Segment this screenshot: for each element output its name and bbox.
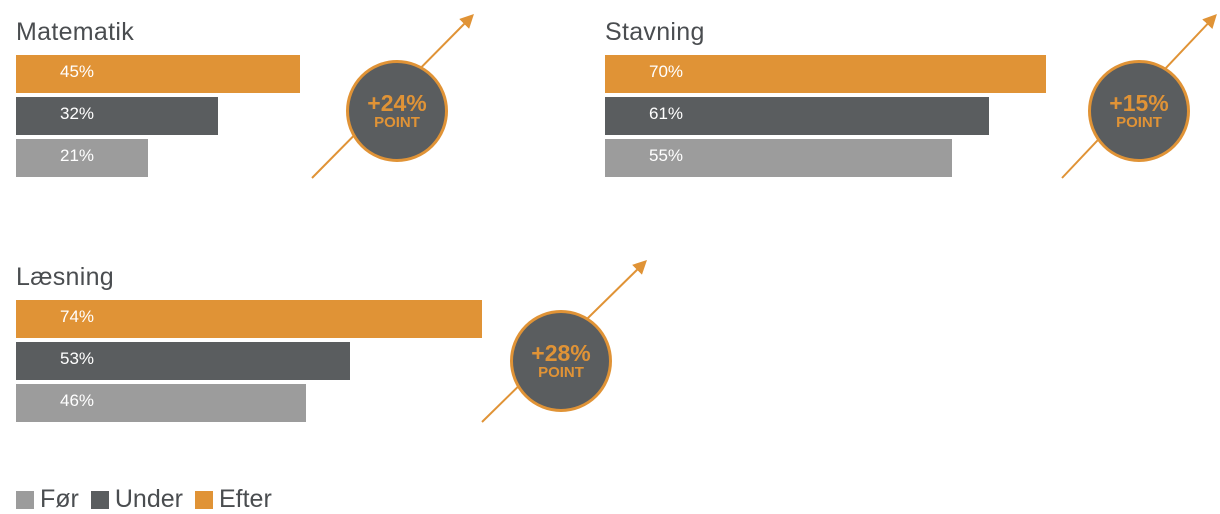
bar-label-matematik-under: 32% (60, 104, 95, 123)
bar-label-matematik-efter: 45% (60, 62, 95, 81)
badge-value-stavning: +15% (1109, 90, 1169, 116)
badge-unit-l-sning: POINT (538, 364, 584, 381)
bar-matematik-efter: 45% (16, 55, 300, 93)
badge-value-l-sning: +28% (531, 340, 591, 366)
bar-l-sning-foer: 46% (16, 384, 306, 422)
badge-unit-stavning: POINT (1116, 114, 1162, 131)
legend-swatch-under (90, 490, 109, 509)
bar-label-stavning-foer: 55% (649, 146, 684, 165)
legend-label-under: Under (114, 485, 183, 513)
bar-stavning-under: 61% (605, 97, 989, 135)
improvement-badge-l-sning: +28% POINT (510, 310, 612, 412)
bar-label-l-sning-foer: 46% (60, 391, 95, 410)
badge-value-matematik: +24% (367, 90, 427, 116)
legend-item-under: Under (90, 485, 183, 514)
bar-l-sning-efter: 74% (16, 300, 482, 338)
improvement-badge-matematik: +24% POINT (346, 60, 448, 162)
bar-matematik-foer: 21% (16, 139, 148, 177)
bar-matematik-under: 32% (16, 97, 218, 135)
legend-swatch-efter (194, 490, 213, 509)
panel-title-l-sning: Læsning (16, 263, 114, 291)
bar-stavning-efter: 70% (605, 55, 1046, 93)
bar-label-l-sning-efter: 74% (60, 307, 95, 326)
legend: Før Under Efter (16, 485, 284, 514)
bar-stavning-foer: 55% (605, 139, 952, 177)
legend-swatch-foer (16, 490, 34, 509)
legend-item-foer: Før (16, 485, 79, 514)
panel-title-stavning: Stavning (605, 18, 705, 46)
legend-label-foer: Før (40, 485, 79, 513)
improvement-badge-stavning: +15% POINT (1088, 60, 1190, 162)
panel-title-matematik: Matematik (16, 18, 135, 46)
bar-label-l-sning-under: 53% (60, 349, 95, 368)
bar-l-sning-under: 53% (16, 342, 350, 380)
bar-label-matematik-foer: 21% (60, 146, 95, 165)
bar-label-stavning-efter: 70% (649, 62, 684, 81)
legend-item-efter: Efter (194, 485, 272, 514)
badge-unit-matematik: POINT (374, 114, 420, 131)
legend-label-efter: Efter (218, 485, 272, 513)
bar-label-stavning-under: 61% (649, 104, 684, 123)
